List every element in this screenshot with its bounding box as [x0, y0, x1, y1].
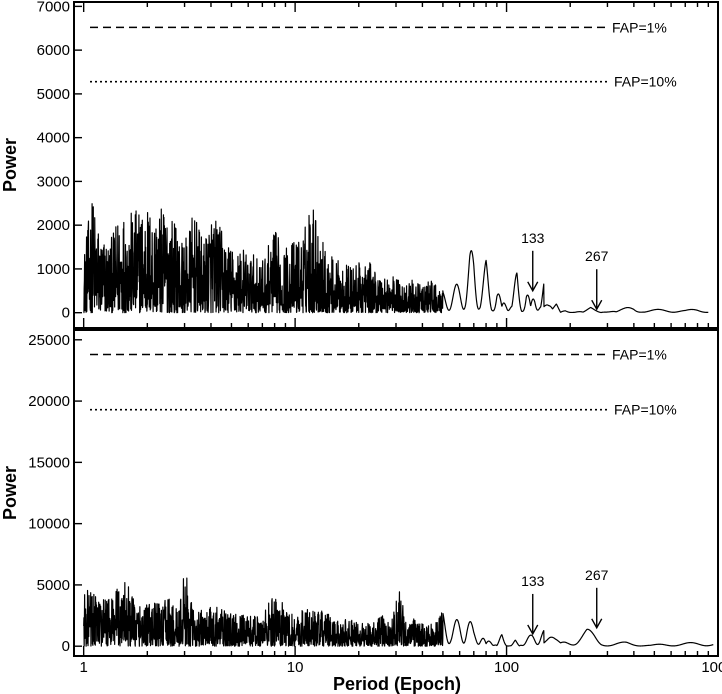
x-tick-label: 100 [494, 659, 519, 676]
power-series-line [83, 203, 709, 314]
fap-1-label: FAP=1% [612, 19, 667, 35]
y-tick-label: 3000 [37, 173, 70, 190]
y-tick-label: 20000 [28, 393, 70, 410]
fap-10-label: FAP=10% [614, 74, 677, 90]
y-tick-label: 1000 [37, 261, 70, 278]
x-tick-label: 1000 [701, 659, 722, 676]
y-tick-label: 4000 [37, 130, 70, 147]
fap-1-label: FAP=1% [612, 347, 667, 363]
period-annotation-label: 267 [585, 248, 609, 264]
y-tick-label: 15000 [28, 454, 70, 471]
top-panel: 0 1000 2000 3000 4000 5000 6000 7000 Power FAP=1%… [0, 0, 719, 329]
y-tick-label: 10000 [28, 516, 70, 533]
y-axis-label: Power [0, 466, 20, 520]
y-tick-label: 0 [62, 305, 70, 322]
y-axis-label: Power [0, 138, 20, 192]
y-tick-label: 0 [62, 638, 70, 655]
period-annotation-label: 267 [585, 567, 609, 583]
power-series-line [83, 577, 714, 647]
y-tick-label: 25000 [28, 332, 70, 349]
y-tick-label: 2000 [37, 217, 70, 234]
period-annotation-label: 133 [521, 573, 545, 589]
arrow-head-icon [527, 281, 539, 293]
arrow-head-icon [527, 624, 539, 636]
bottom-panel: 0 5000 10000 15000 20000 25000 1 10 100 1000 Power… [0, 329, 722, 676]
x-tick-label: 10 [287, 659, 304, 676]
x-tick-label: 1 [80, 659, 88, 676]
y-tick-label: 5000 [37, 86, 70, 103]
y-tick-label: 6000 [37, 42, 70, 59]
arrow-head-icon [591, 618, 603, 630]
fap-10-label: FAP=10% [614, 402, 677, 418]
y-tick-label: 7000 [37, 0, 70, 15]
x-axis-label: Period (Epoch) [333, 674, 461, 694]
period-annotation-label: 133 [521, 230, 545, 246]
arrow-head-icon [591, 299, 603, 311]
y-tick-label: 5000 [37, 577, 70, 594]
